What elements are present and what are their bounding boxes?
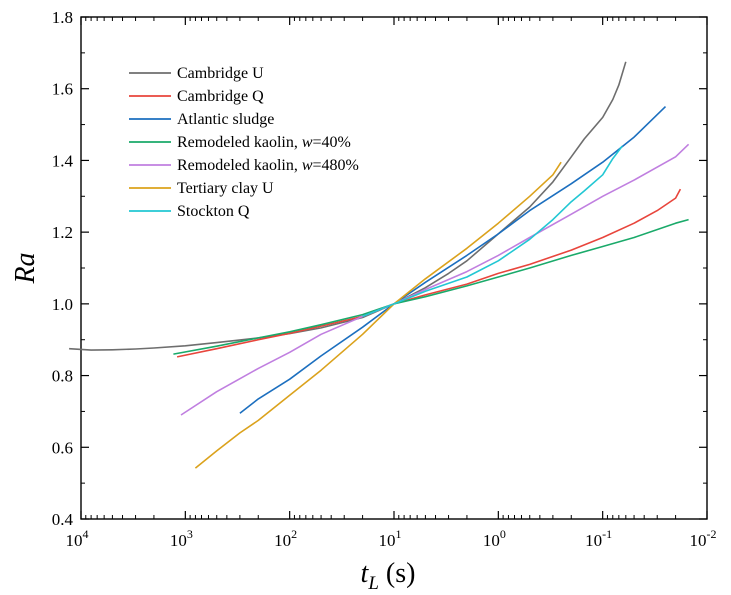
x-tick-label-exponent: -2 <box>707 527 717 541</box>
legend-label-part: Stockton Q <box>177 203 250 220</box>
x-tick-label-base: 10 <box>690 531 707 550</box>
legend-label-part: =480% <box>313 157 359 174</box>
x-tick-label-base: 10 <box>170 531 187 550</box>
x-tick-label-base: 10 <box>483 531 500 550</box>
y-axis-title: Ra <box>10 252 41 284</box>
legend-label-part: Remodeled kaolin, <box>177 157 302 174</box>
y-tick-label: 1.6 <box>52 80 73 99</box>
x-tick-label-exponent: 3 <box>187 527 193 541</box>
x-axis-title-main: t <box>361 558 370 589</box>
series-line-cambridge-u <box>69 61 627 351</box>
series-line-cambridge-q <box>176 188 682 358</box>
x-axis-title-subscript: L <box>367 573 379 594</box>
series-line-stockton-q <box>362 145 623 318</box>
legend-label: Atlantic sludge <box>177 111 274 128</box>
plot-frame <box>80 16 708 520</box>
series-line-tertiary-clay-u <box>194 161 562 469</box>
y-tick-label: 1.0 <box>52 295 73 314</box>
series-line-atlantic-sludge <box>239 106 667 414</box>
legend-label: Cambridge U <box>177 65 264 82</box>
x-tick-label-base: 10 <box>274 531 291 550</box>
x-tick-label-exponent: 0 <box>500 527 506 541</box>
legend-label: Remodeled kaolin, w=40% <box>177 134 351 151</box>
x-tick-label: 100 <box>483 527 506 550</box>
legend-label-part: w <box>302 157 313 174</box>
x-tick-label-exponent: 4 <box>83 527 89 541</box>
legend-label-part: Cambridge U <box>177 65 264 82</box>
x-tick-label-exponent: -1 <box>602 527 612 541</box>
tick-layer: 104 103 102 101 100 10-1 10-20.40.60.81.01.21.… <box>52 8 717 550</box>
legend-label: Remodeled kaolin, w=480% <box>177 157 359 174</box>
x-tick-label-exponent: 1 <box>396 527 402 541</box>
x-tick-label-exponent: 2 <box>291 527 297 541</box>
legend-label-part: Atlantic sludge <box>177 111 274 128</box>
y-tick-label: 1.8 <box>52 8 73 27</box>
series-layer <box>69 61 690 469</box>
x-tick-label: 104 <box>66 527 89 550</box>
x-axis-title: tL (s) <box>361 558 416 594</box>
x-axis-title-unit: (s) <box>379 558 416 589</box>
legend-label-part: =40% <box>313 134 351 151</box>
legend-label-part: w <box>302 134 313 151</box>
x-tick-label-base: 10 <box>66 531 83 550</box>
x-tick-label: 10-1 <box>585 527 612 550</box>
y-tick-label: 1.4 <box>52 151 74 170</box>
legend-label: Cambridge Q <box>177 88 264 105</box>
y-tick-label: 0.4 <box>52 510 74 529</box>
x-tick-label: 10-2 <box>690 527 717 550</box>
x-tick-label-base: 10 <box>379 531 396 550</box>
series-line-remodeled-kaolin-w-40 <box>173 218 689 355</box>
legend-label-part: Cambridge Q <box>177 88 264 105</box>
legend-label-part: Remodeled kaolin, <box>177 134 302 151</box>
y-tick-label: 1.2 <box>52 223 73 242</box>
y-tick-label: 0.8 <box>52 367 73 386</box>
legend-label: Tertiary clay U <box>177 180 274 197</box>
x-tick-label-base: 10 <box>585 531 602 550</box>
y-tick-label: 0.6 <box>52 438 73 457</box>
x-tick-label: 102 <box>274 527 297 550</box>
legend-label: Stockton Q <box>177 203 250 220</box>
x-tick-label: 101 <box>379 527 402 550</box>
legend-label-part: Tertiary clay U <box>177 180 274 197</box>
legend: Cambridge U Cambridge Q Atlantic sludge Rem… <box>129 65 359 220</box>
x-tick-label: 103 <box>170 527 193 550</box>
series-line-remodeled-kaolin-w-480 <box>180 143 690 416</box>
